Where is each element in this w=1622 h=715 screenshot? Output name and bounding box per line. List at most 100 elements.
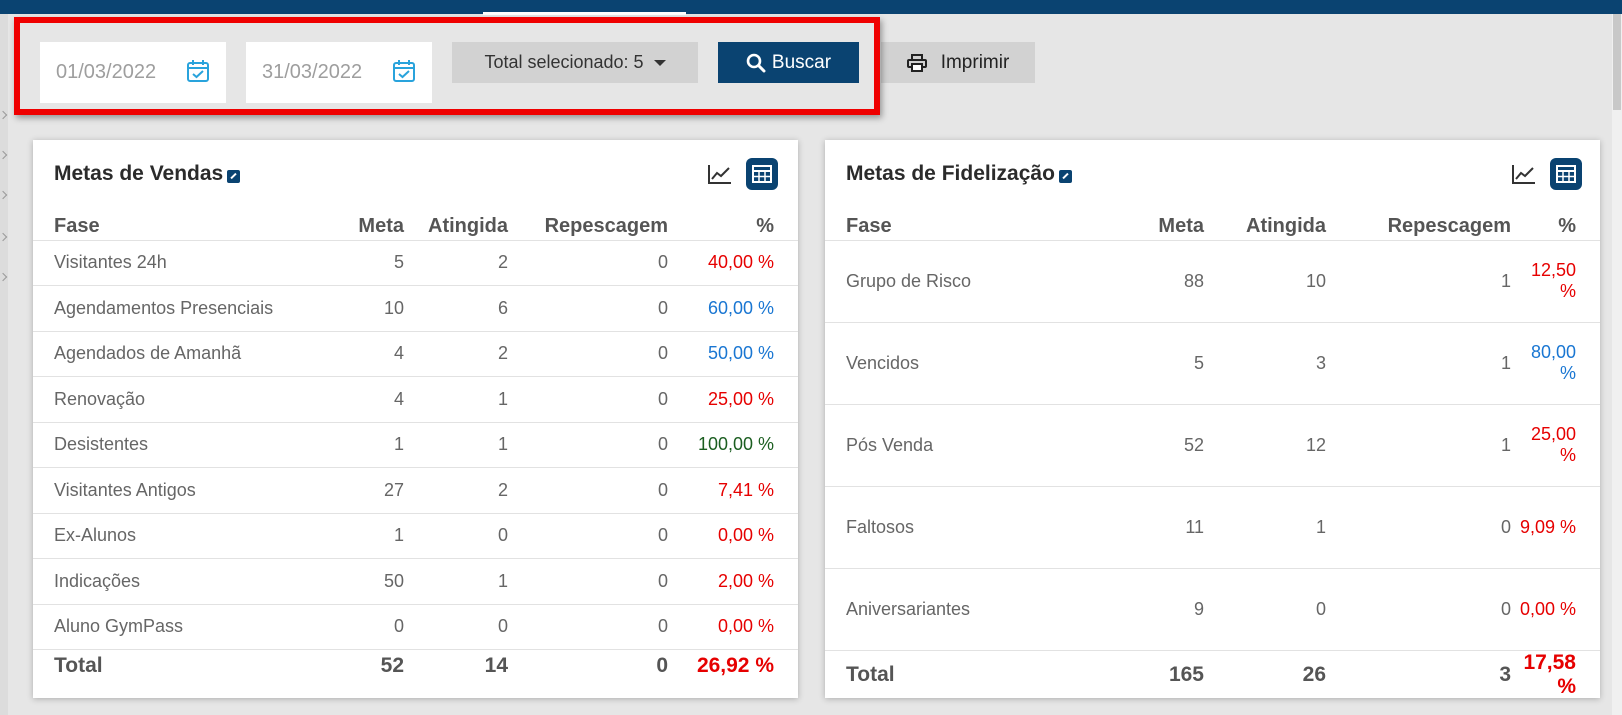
meta-cell: 50	[333, 558, 404, 604]
total-selected-label: Total selecionado: 5	[484, 52, 644, 72]
meta-cell: 5	[1125, 321, 1204, 404]
atingida-cell: 1	[404, 421, 508, 468]
total-pct: 17,58 %	[1511, 649, 1600, 699]
meta-cell: 88	[1125, 239, 1204, 322]
repescagem-cell: 1	[1326, 239, 1511, 322]
table-row: Agendados de Amanhã 4 2 0 50,00 %	[33, 330, 798, 377]
total-meta: 52	[333, 649, 404, 683]
print-button[interactable]: Imprimir	[881, 42, 1035, 83]
fase-cell: Agendamentos Presenciais	[33, 285, 333, 331]
atingida-cell: 1	[404, 558, 508, 604]
pct-cell: 0,00 %	[668, 603, 798, 650]
fase-cell: Visitantes Antigos	[33, 467, 333, 513]
fidelization-card-actions	[1508, 158, 1582, 190]
pct-cell: 50,00 %	[668, 330, 798, 377]
table-header-row: Fase Meta Atingida Repescagem %	[825, 210, 1600, 240]
fidelization-goals-card: Metas de Fidelização Fase Meta Ating	[825, 140, 1600, 699]
fase-cell: Aluno GymPass	[33, 603, 333, 650]
external-link-icon[interactable]	[1058, 169, 1072, 183]
col-atingida: Atingida	[1246, 214, 1326, 237]
table-row: Aluno GymPass 0 0 0 0,00 %	[33, 603, 798, 650]
table-row: Visitantes 24h 5 2 0 40,00 %	[33, 239, 798, 286]
fase-cell: Faltosos	[825, 485, 1125, 568]
repescagem-cell: 0	[1326, 567, 1511, 650]
table-row: Faltosos 11 1 0 9,09 %	[825, 485, 1600, 568]
fase-cell: Ex-Alunos	[33, 512, 333, 559]
fase-cell: Aniversariantes	[825, 567, 1125, 650]
external-link-icon[interactable]	[227, 169, 241, 183]
pct-cell: 80,00 %	[1511, 321, 1600, 404]
total-atingida: 14	[404, 649, 508, 683]
total-row: Total 52 14 0 26,92 %	[33, 649, 798, 683]
meta-cell: 4	[333, 330, 404, 377]
table-row: Desistentes 1 1 0 100,00 %	[33, 421, 798, 468]
repescagem-cell: 0	[508, 285, 668, 331]
line-chart-button[interactable]	[704, 158, 736, 190]
table-row: Indicações 50 1 0 2,00 %	[33, 558, 798, 604]
table-row: Renovação 4 1 0 25,00 %	[33, 376, 798, 422]
col-pct: %	[756, 214, 774, 237]
fase-cell: Agendados de Amanhã	[33, 330, 333, 377]
table-row: Agendamentos Presenciais 10 6 0 60,00 %	[33, 285, 798, 331]
atingida-cell: 0	[404, 603, 508, 650]
meta-cell: 9	[1125, 567, 1204, 650]
repescagem-cell: 0	[508, 376, 668, 422]
meta-cell: 52	[1125, 403, 1204, 486]
repescagem-cell: 0	[508, 239, 668, 286]
meta-cell: 5	[333, 239, 404, 286]
filter-highlight-box	[14, 17, 880, 115]
fidelization-card-title: Metas de Fidelização	[846, 162, 1072, 186]
scrollbar-thumb[interactable]	[1613, 14, 1621, 110]
col-atingida: Atingida	[428, 214, 508, 237]
pct-cell: 0,00 %	[668, 512, 798, 559]
atingida-cell: 0	[404, 512, 508, 559]
repescagem-cell: 0	[508, 512, 668, 559]
pct-cell: 40,00 %	[668, 239, 798, 286]
pct-cell: 100,00 %	[668, 421, 798, 468]
total-atingida: 26	[1204, 649, 1326, 699]
atingida-cell: 12	[1204, 403, 1326, 486]
total-label: Total	[825, 649, 1125, 699]
fase-cell: Pós Venda	[825, 403, 1125, 486]
start-date-field[interactable]: 01/03/2022	[40, 42, 226, 103]
fase-cell: Indicações	[33, 558, 333, 604]
line-chart-button[interactable]	[1508, 158, 1540, 190]
table-row: Grupo de Risco 88 10 1 12,50 %	[825, 239, 1600, 322]
start-date-value: 01/03/2022	[56, 61, 157, 83]
atingida-cell: 3	[1204, 321, 1326, 404]
total-repescagem: 3	[1326, 649, 1511, 699]
caret-down-icon	[653, 59, 666, 66]
repescagem-cell: 0	[508, 421, 668, 468]
atingida-cell: 2	[404, 239, 508, 286]
fase-cell: Visitantes 24h	[33, 239, 333, 286]
table-view-button[interactable]	[746, 158, 778, 190]
meta-cell: 10	[333, 285, 404, 331]
repescagem-cell: 1	[1326, 403, 1511, 486]
line-chart-icon	[1512, 165, 1535, 184]
fase-cell: Desistentes	[33, 421, 333, 468]
table-icon	[752, 165, 772, 183]
calendar-check-icon[interactable]	[392, 59, 416, 83]
page-scrollbar[interactable]	[1612, 14, 1622, 715]
calendar-check-icon[interactable]	[186, 59, 210, 83]
col-repescagem: Repescagem	[544, 214, 668, 237]
table-header-row: Fase Meta Atingida Repescagem %	[33, 210, 798, 240]
repescagem-cell: 0	[508, 467, 668, 513]
fidelization-goals-table: Fase Meta Atingida Repescagem % Grupo de…	[825, 210, 1600, 699]
sales-title-text: Metas de Vendas	[54, 162, 224, 185]
meta-cell: 11	[1125, 485, 1204, 568]
repescagem-cell: 1	[1326, 321, 1511, 404]
search-button[interactable]: Buscar	[718, 42, 859, 83]
pct-cell: 12,50 %	[1511, 239, 1600, 322]
meta-cell: 27	[333, 467, 404, 513]
pct-cell: 7,41 %	[668, 467, 798, 513]
total-selected-dropdown[interactable]: Total selecionado: 5	[452, 42, 698, 83]
atingida-cell: 10	[1204, 239, 1326, 322]
table-icon	[1556, 165, 1576, 183]
table-view-button[interactable]	[1550, 158, 1582, 190]
table-row: Aniversariantes 9 0 0 0,00 %	[825, 567, 1600, 650]
end-date-field[interactable]: 31/03/2022	[246, 42, 432, 103]
repescagem-cell: 0	[1326, 485, 1511, 568]
atingida-cell: 6	[404, 285, 508, 331]
table-row: Pós Venda 52 12 1 25,00 %	[825, 403, 1600, 486]
